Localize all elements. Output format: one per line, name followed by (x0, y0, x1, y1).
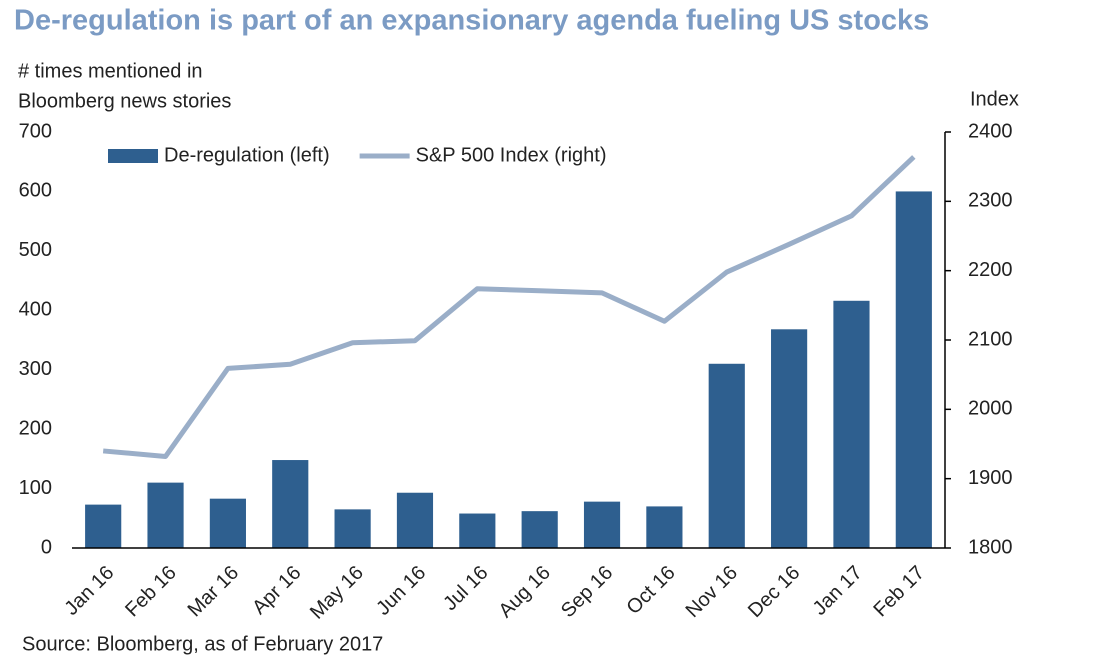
bar (708, 363, 745, 548)
y-tick-label: 500 (19, 239, 52, 261)
legend-label: De-regulation (left) (164, 144, 330, 166)
y2-tick-label: 2100 (968, 328, 1013, 350)
bar (147, 482, 184, 548)
y-axis-label: # times mentioned in (18, 60, 203, 82)
x-tick-label: Mar 16 (184, 562, 244, 622)
bar (272, 460, 309, 548)
bar (833, 300, 870, 548)
x-tick-label: Apr 16 (248, 562, 305, 619)
bar (396, 492, 434, 548)
y2-tick-label: 2000 (968, 398, 1013, 420)
chart-title: De-regulation is part of an expansionary… (14, 5, 929, 37)
bar (895, 191, 932, 548)
y-axis-label: Bloomberg news stories (18, 90, 231, 112)
y-tick-label: 400 (19, 299, 52, 321)
x-tick-label: Dec 16 (744, 562, 804, 622)
x-tick-label: Aug 16 (495, 562, 555, 622)
x-tick-label: Feb 16 (121, 562, 181, 622)
line (102, 155, 916, 459)
source: Source: Bloomberg, as of February 2017 (22, 633, 383, 655)
x-tick-label: Sep 16 (557, 562, 617, 622)
legend-swatch (108, 149, 158, 163)
y-tick-label: 0 (41, 536, 52, 558)
x-tick-label: Jun 16 (372, 562, 430, 620)
bar (583, 501, 621, 548)
y-tick-label: 300 (19, 358, 52, 380)
y-tick-label: 600 (19, 180, 52, 202)
y2-tick-label: 2400 (968, 120, 1013, 142)
y2-tick-label: 1900 (968, 467, 1013, 489)
x-tick-label: Feb 17 (870, 562, 930, 622)
x-tick-label: Jul 16 (439, 562, 492, 615)
y2-tick-label: 2300 (968, 190, 1013, 212)
x-tick-label: May 16 (306, 562, 368, 624)
bar (771, 329, 808, 548)
x-tick-label: Jan 16 (60, 562, 118, 620)
bar (459, 513, 496, 548)
y-tick-label: 700 (19, 120, 52, 142)
x-tick-label: Oct 16 (622, 562, 679, 619)
bar (646, 506, 683, 548)
bar (521, 511, 558, 548)
x-tick-label: Nov 16 (682, 562, 742, 622)
bar (209, 498, 246, 548)
y2-tick-label: 1800 (968, 536, 1013, 558)
bar (85, 504, 122, 548)
x-tick-label: Jan 17 (809, 562, 867, 620)
y-tick-label: 100 (19, 477, 52, 499)
y2-axis-label: Index (970, 88, 1019, 110)
y-tick-label: 200 (19, 417, 52, 439)
y2-tick-label: 2200 (968, 259, 1013, 281)
legend-label: S&P 500 Index (right) (416, 144, 607, 166)
bar (334, 509, 371, 548)
